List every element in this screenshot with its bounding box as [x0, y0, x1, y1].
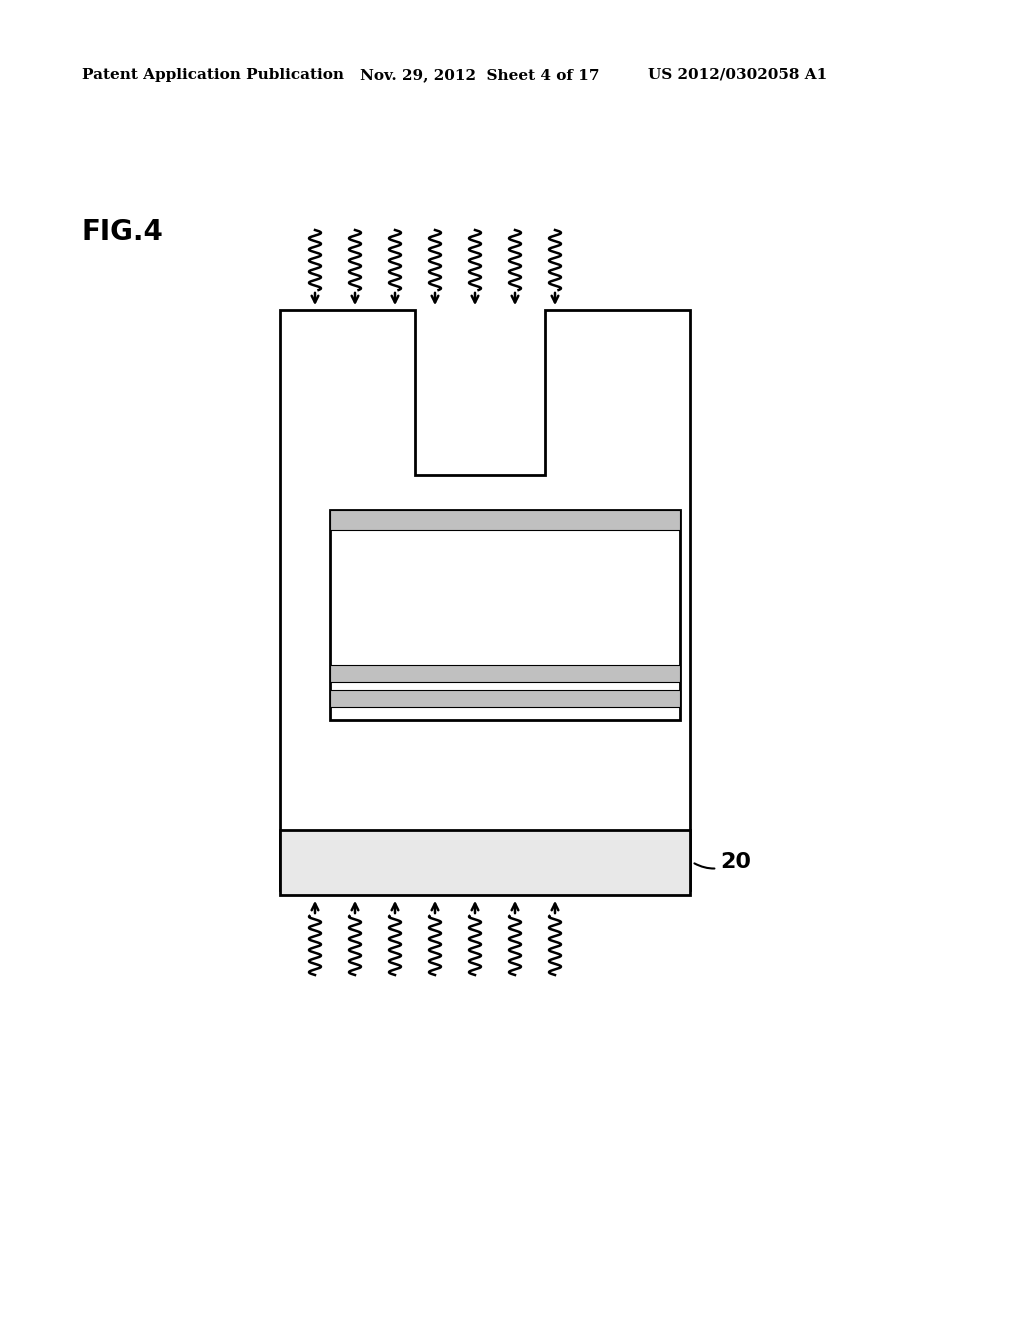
Bar: [330, 690, 680, 708]
Bar: [330, 510, 680, 531]
Bar: [330, 665, 680, 682]
Bar: [330, 510, 680, 719]
Text: FIG.4: FIG.4: [82, 218, 164, 246]
Text: Nov. 29, 2012  Sheet 4 of 17: Nov. 29, 2012 Sheet 4 of 17: [360, 69, 599, 82]
Text: US 2012/0302058 A1: US 2012/0302058 A1: [648, 69, 827, 82]
Text: 20: 20: [694, 851, 751, 873]
Bar: [280, 830, 690, 895]
Text: Patent Application Publication: Patent Application Publication: [82, 69, 344, 82]
Polygon shape: [280, 310, 690, 890]
